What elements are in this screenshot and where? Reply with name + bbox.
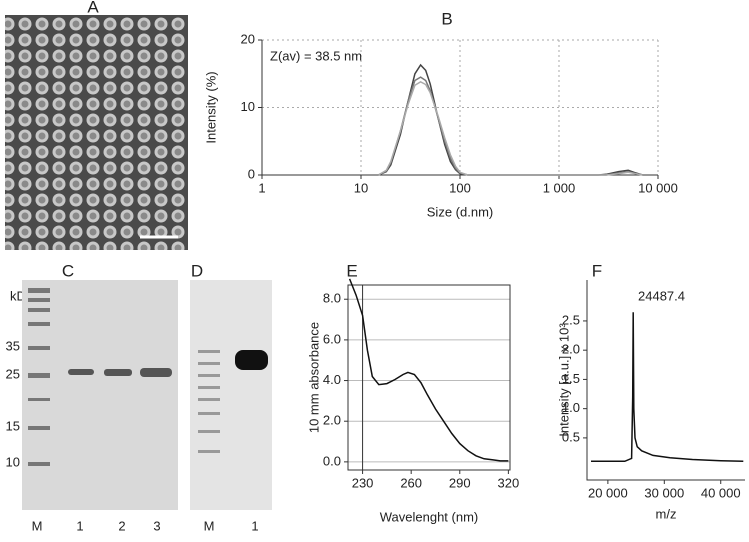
axes bbox=[586, 280, 745, 481]
y-axis-label: 10 mm absorbance bbox=[306, 322, 321, 433]
x-tick-label: 230 bbox=[352, 475, 374, 490]
panel-label: B bbox=[441, 9, 452, 28]
lane-label: 1 bbox=[251, 518, 258, 533]
x-tick-label: 10 bbox=[354, 180, 368, 195]
y-tick-label: 1.0 bbox=[562, 400, 580, 415]
ladder bbox=[198, 350, 220, 453]
y-tick-label: 0.5 bbox=[562, 429, 580, 444]
x-tick-label: 1 000 bbox=[543, 180, 576, 195]
y-tick-label: 0 bbox=[248, 166, 255, 181]
plot-frame bbox=[347, 284, 511, 471]
x-tick-label: 30 000 bbox=[644, 485, 684, 500]
x-tick-label: 1 bbox=[258, 180, 265, 195]
data-line bbox=[378, 63, 643, 176]
y-tick-label: 4.0 bbox=[323, 372, 341, 387]
y-tick-label: 2.0 bbox=[562, 342, 580, 357]
x-axis-label: Size (d.nm) bbox=[427, 204, 493, 219]
lane-label: M bbox=[204, 518, 215, 533]
x-tick-label: 260 bbox=[400, 475, 422, 490]
data-line bbox=[348, 278, 509, 462]
x-tick-label: 290 bbox=[449, 475, 471, 490]
lane-label: M bbox=[32, 518, 43, 533]
x-tick-label: 320 bbox=[498, 475, 520, 490]
y-tick-label: 2.5 bbox=[562, 312, 580, 327]
y-axis-label: Intensity [a.u.] x 10³ bbox=[556, 323, 571, 437]
x-tick-label: 40 000 bbox=[701, 485, 741, 500]
x-tick-label: 20 000 bbox=[588, 485, 628, 500]
x-tick-label: 100 bbox=[449, 180, 471, 195]
y-tick-label: 10 bbox=[241, 99, 255, 114]
x-axis-label: Wavelenght (nm) bbox=[380, 509, 479, 524]
data-line bbox=[591, 312, 744, 463]
y-tick-label: 8.0 bbox=[323, 291, 341, 306]
annotation: 24487.4 bbox=[638, 288, 685, 303]
marker-label: 15 bbox=[6, 418, 20, 433]
panel-label: F bbox=[592, 261, 602, 280]
y-tick-label: 1.5 bbox=[562, 371, 580, 386]
y-tick-label: 2.0 bbox=[323, 413, 341, 428]
data-line bbox=[378, 80, 643, 176]
panel-label: E bbox=[346, 261, 357, 280]
protein-bands bbox=[68, 368, 172, 377]
panel-label: C bbox=[62, 261, 74, 280]
lane-label: 3 bbox=[153, 518, 160, 533]
ladder bbox=[28, 288, 50, 466]
x-axis-label: m/z bbox=[656, 506, 677, 521]
gel bbox=[22, 280, 178, 510]
data-line bbox=[378, 76, 643, 176]
marker-label: 10 bbox=[6, 454, 20, 469]
lane-label: 2 bbox=[118, 518, 125, 533]
panel-label: D bbox=[191, 261, 203, 280]
marker-label: 35 bbox=[6, 338, 20, 353]
marker-label: 25 bbox=[6, 366, 20, 381]
protein-band bbox=[235, 350, 268, 370]
panel-label: A bbox=[87, 0, 99, 16]
y-tick-label: 6.0 bbox=[323, 331, 341, 346]
gel bbox=[190, 280, 272, 510]
annotation: Z(av) = 38.5 nm bbox=[270, 48, 362, 63]
lane-label: 1 bbox=[76, 518, 83, 533]
y-tick-label: 0.0 bbox=[323, 453, 341, 468]
y-tick-label: 20 bbox=[241, 31, 255, 46]
x-tick-label: 10 000 bbox=[638, 180, 678, 195]
micrograph bbox=[5, 15, 188, 250]
y-axis-label: Intensity (%) bbox=[203, 71, 218, 143]
